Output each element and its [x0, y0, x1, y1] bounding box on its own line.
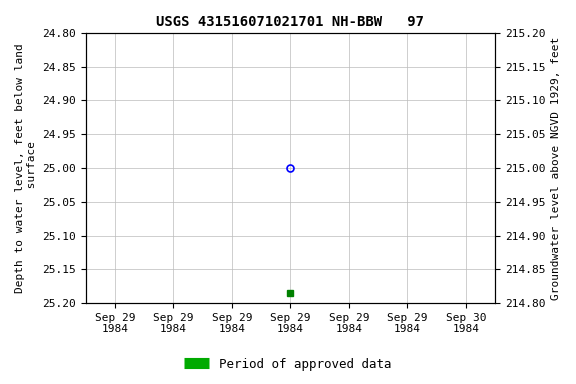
Legend: Period of approved data: Period of approved data: [179, 353, 397, 376]
Y-axis label: Groundwater level above NGVD 1929, feet: Groundwater level above NGVD 1929, feet: [551, 36, 561, 300]
Title: USGS 431516071021701 NH-BBW   97: USGS 431516071021701 NH-BBW 97: [157, 15, 425, 29]
Y-axis label: Depth to water level, feet below land
 surface: Depth to water level, feet below land su…: [15, 43, 37, 293]
